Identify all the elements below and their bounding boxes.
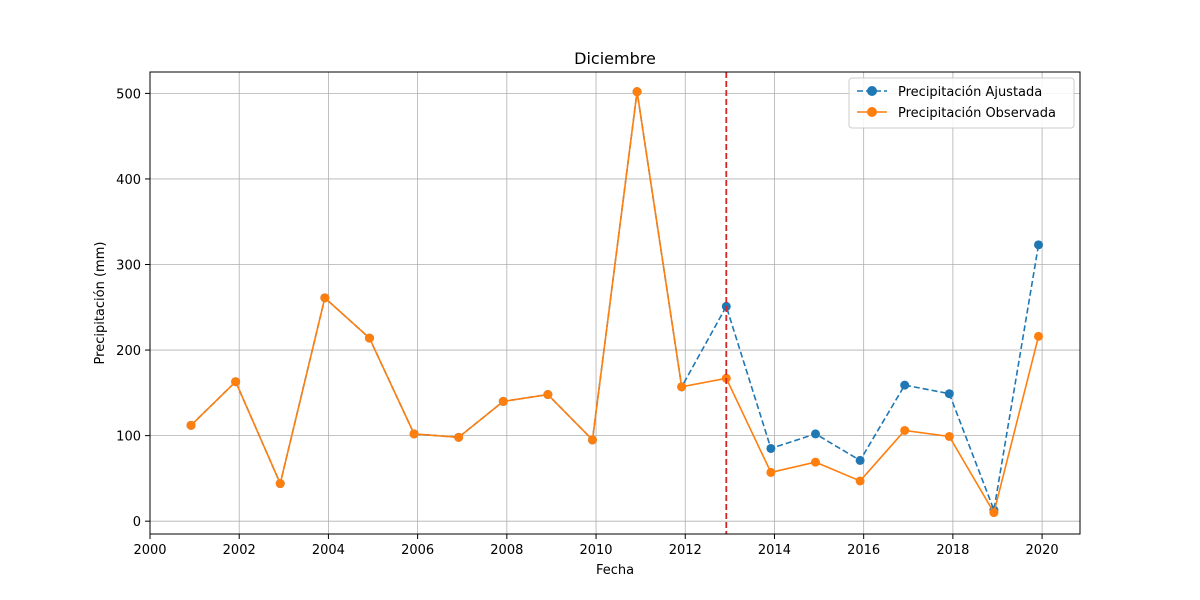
x-tick-label: 2010 [579,543,612,558]
x-tick-label: 2006 [401,543,434,558]
legend: Precipitación Ajustada Precipitación Obs… [848,77,1075,129]
data-point-observada [231,377,241,387]
data-point-ajustada [855,455,865,465]
data-point-observada [587,435,597,445]
legend-marker-observada [867,107,877,117]
y-tick-label: 300 [116,259,141,274]
x-tick-label: 2016 [847,543,880,558]
data-point-observada [409,429,419,439]
data-point-ajustada [944,389,954,399]
x-axis-ticks: 2000 2002 2004 2006 2008 2010 2012 2014 2016 2018… [133,534,1059,558]
x-axis-label: Fecha [596,563,634,578]
data-point-observada [855,476,865,486]
x-tick-label: 2002 [223,543,256,558]
data-point-observada [320,293,330,303]
data-point-observada [454,432,464,442]
x-tick-label: 2012 [669,543,702,558]
data-point-observada [810,457,820,467]
data-point-observada [632,87,642,97]
y-tick-label: 500 [116,87,141,102]
data-point-ajustada [766,443,776,453]
legend-box [848,77,1075,129]
y-tick-label: 200 [116,344,141,359]
grid [149,72,1080,534]
x-tick-label: 2020 [1026,543,1059,558]
y-tick-label: 400 [116,173,141,188]
data-point-observada [1034,331,1044,341]
data-point-observada [766,467,776,477]
data-point-observada [989,508,999,518]
series-line-observada [190,91,1040,515]
x-tick-label: 2008 [490,543,523,558]
y-axis-ticks: 0 100 200 300 400 500 [116,87,150,530]
legend-label-observada: Precipitación Observada [898,106,1056,121]
x-tick-label: 2000 [133,543,166,558]
data-point-observada [364,333,374,343]
data-point-observada [677,382,687,392]
x-tick-label: 2014 [758,543,791,558]
chart-title: Diciembre [574,49,656,68]
series-line-ajustada [190,91,1040,514]
data-point-ajustada [810,429,820,439]
y-axis-label: Precipitación (mm) [93,242,108,365]
y-tick-label: 100 [116,430,141,445]
legend-label-ajustada: Precipitación Ajustada [898,85,1042,100]
x-tick-label: 2018 [936,543,969,558]
series-layer [186,72,1044,534]
data-point-observada [275,479,285,489]
data-point-observada [186,420,196,430]
legend-marker-ajustada [867,86,877,96]
data-point-ajustada [900,380,910,390]
plot-frame [149,71,1081,535]
data-point-observada [498,396,508,406]
y-tick-label: 0 [133,515,141,530]
data-point-observada [944,431,954,441]
x-tick-label: 2004 [312,543,345,558]
data-point-ajustada [1034,240,1044,250]
data-point-observada [900,425,910,435]
data-point-observada [543,390,553,400]
